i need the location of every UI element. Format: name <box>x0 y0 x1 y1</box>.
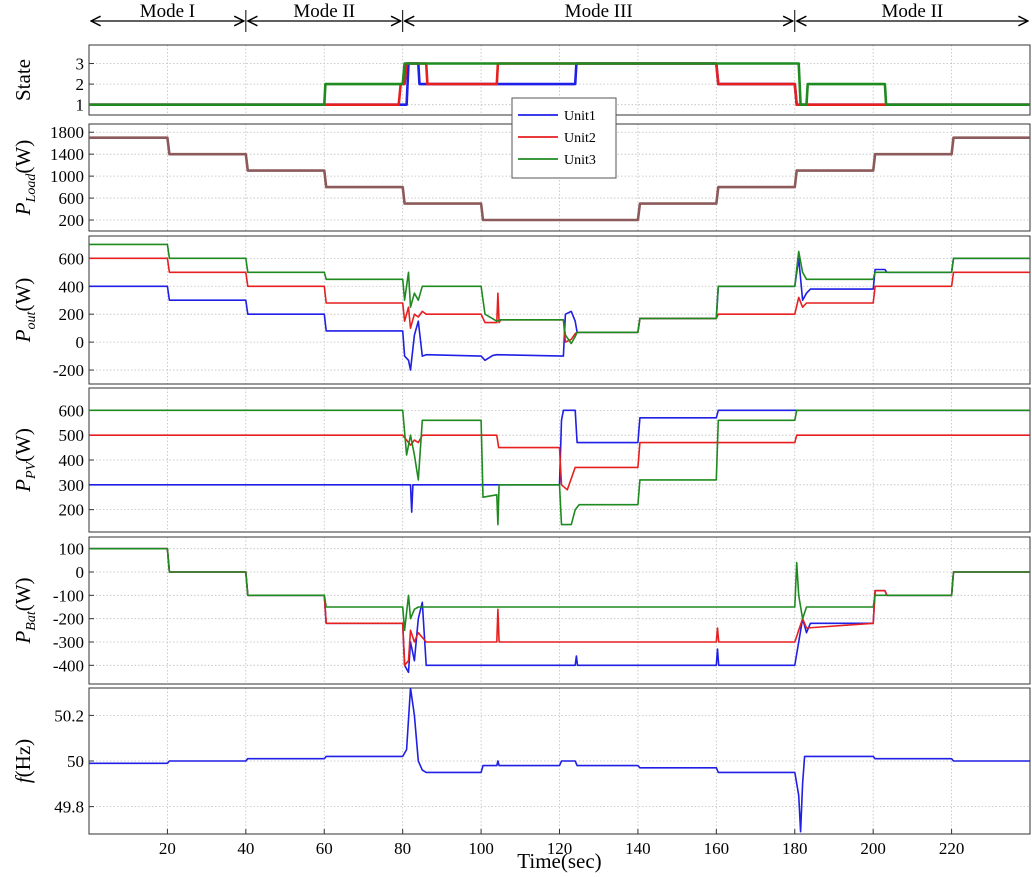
series-line-unit1 <box>89 409 1030 513</box>
y-axis-label: PLoad(W) <box>11 140 39 216</box>
y-tick-label: 1800 <box>50 123 84 142</box>
y-axis-label: State <box>11 59 35 101</box>
series-line-unit3 <box>89 547 1030 632</box>
mode-annotations: Mode I Mode II Mode III Mode II <box>91 1 1028 32</box>
panel-pbat: -400 -300 -200 -100 0 100 PBat(W) <box>11 536 1031 685</box>
legend-entry-unit2: Unit2 <box>564 131 596 146</box>
x-tick-label: 20 <box>159 839 176 858</box>
y-tick-label: 600 <box>59 401 85 420</box>
y-tick-label: -100 <box>53 586 84 605</box>
mode-label: Mode III <box>565 1 633 22</box>
x-tick-label: 180 <box>782 839 808 858</box>
y-tick-label: 3 <box>76 55 85 74</box>
y-tick-label: 600 <box>59 249 85 268</box>
x-tick-label: 160 <box>704 839 730 858</box>
y-tick-label: 1 <box>76 96 85 115</box>
y-tick-label: -200 <box>53 610 84 629</box>
y-tick-label: 200 <box>59 305 85 324</box>
series-line-unit2 <box>89 434 1030 491</box>
y-tick-label: 1400 <box>50 145 84 164</box>
y-axis-label: PBat(W) <box>11 577 39 644</box>
panels: 123State200600100014001800PLoad(W)-20002… <box>11 44 1031 858</box>
y-tick-label: 0 <box>76 563 85 582</box>
y-tick-label: 50 <box>67 752 84 771</box>
y-axis-label: f(Hz) <box>11 739 35 783</box>
series-line-unit3 <box>89 243 1030 345</box>
x-tick-label: 60 <box>316 839 333 858</box>
y-tick-label: 2 <box>76 75 85 94</box>
x-tick-label: 100 <box>468 839 494 858</box>
y-tick-label: 500 <box>59 426 85 445</box>
y-tick-label: 200 <box>59 211 85 230</box>
legend-box <box>511 97 617 179</box>
x-tick-label: 200 <box>860 839 886 858</box>
y-tick-label: -200 <box>53 361 84 380</box>
x-tick-label: 140 <box>625 839 651 858</box>
x-tick-label: 220 <box>939 839 965 858</box>
y-tick-label: 400 <box>59 277 85 296</box>
y-tick-label: 49.8 <box>54 798 84 817</box>
y-tick-label: 200 <box>59 501 85 520</box>
y-tick-label: 300 <box>59 476 85 495</box>
x-axis-label: Time(sec) <box>517 849 601 873</box>
y-tick-label: -300 <box>53 633 84 652</box>
series-line-unit1 <box>89 688 1030 833</box>
y-axis-label: Pout(W) <box>11 278 39 344</box>
y-tick-label: 100 <box>59 540 85 559</box>
series-line-unit3 <box>89 409 1030 526</box>
panel-frame <box>88 235 1031 385</box>
y-tick-label: 600 <box>59 189 85 208</box>
series-line-load <box>89 136 1030 222</box>
y-tick-label: 0 <box>76 333 85 352</box>
y-tick-label: -400 <box>53 656 84 675</box>
mode-label: Mode II <box>882 1 944 22</box>
y-tick-label: 400 <box>59 451 85 470</box>
mode-label: Mode I <box>140 1 195 22</box>
x-tick-label: 40 <box>237 839 254 858</box>
legend-entry-unit1: Unit1 <box>564 109 596 124</box>
y-axis-label: PPV(W) <box>11 428 39 493</box>
panel-pout: -200 0 200 400 600 Pout(W) <box>11 235 1031 385</box>
panel-ppv: 200 300 400 500 600 PPV(W) <box>11 387 1031 533</box>
panel-frame <box>88 536 1031 685</box>
mode-label: Mode II <box>293 1 355 22</box>
series-line-unit3 <box>89 62 1030 106</box>
y-tick-label: 50.2 <box>54 706 84 725</box>
legend: Unit1 Unit2 Unit3 <box>511 97 617 179</box>
y-tick-label: 1000 <box>50 167 84 186</box>
panel-freq: 49.8 50 50.2 f(Hz) 20 40 60 80 100 120 140 160 180 20… <box>11 687 1031 858</box>
series-line-unit2 <box>89 62 1030 106</box>
x-tick-label: 120 <box>547 839 573 858</box>
legend-entry-unit3: Unit3 <box>564 153 596 168</box>
x-tick-label: 80 <box>394 839 411 858</box>
